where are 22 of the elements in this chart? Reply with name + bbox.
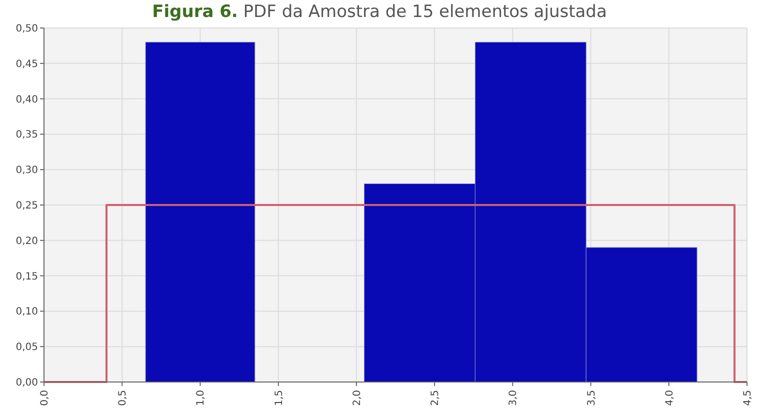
y-tick-label: 0,00 — [16, 378, 38, 388]
x-tick-label: 1,0 — [196, 390, 207, 406]
x-tick-label: 3,0 — [508, 390, 520, 406]
x-tick-label: 0,0 — [40, 390, 50, 406]
y-tick-label: 0,35 — [16, 130, 38, 141]
y-tick-label: 0,45 — [16, 58, 38, 70]
x-tick-label: 1,5 — [274, 390, 285, 406]
x-tick-label: 2,0 — [352, 390, 363, 406]
y-tick-label: 0,15 — [16, 271, 38, 282]
x-tick-label: 2,5 — [430, 390, 442, 406]
y-tick-label: 0,40 — [16, 94, 38, 106]
x-tick-label: 3,5 — [586, 390, 598, 406]
y-tick-label: 0,50 — [16, 24, 38, 34]
x-tick-label: 0,5 — [118, 390, 129, 406]
y-tick-label: 0,30 — [16, 165, 38, 176]
x-tick-label: 4,5 — [742, 390, 754, 406]
chart-title: Figura 6. PDF da Amostra de 15 elementos ajustada — [152, 2, 607, 22]
y-tick-label: 0,05 — [16, 342, 38, 354]
y-tick-label: 0,10 — [16, 306, 38, 318]
x-tick-label: 4,0 — [664, 390, 676, 406]
y-tick-label: 0,20 — [16, 236, 38, 247]
y-tick-label: 0,25 — [16, 200, 38, 212]
